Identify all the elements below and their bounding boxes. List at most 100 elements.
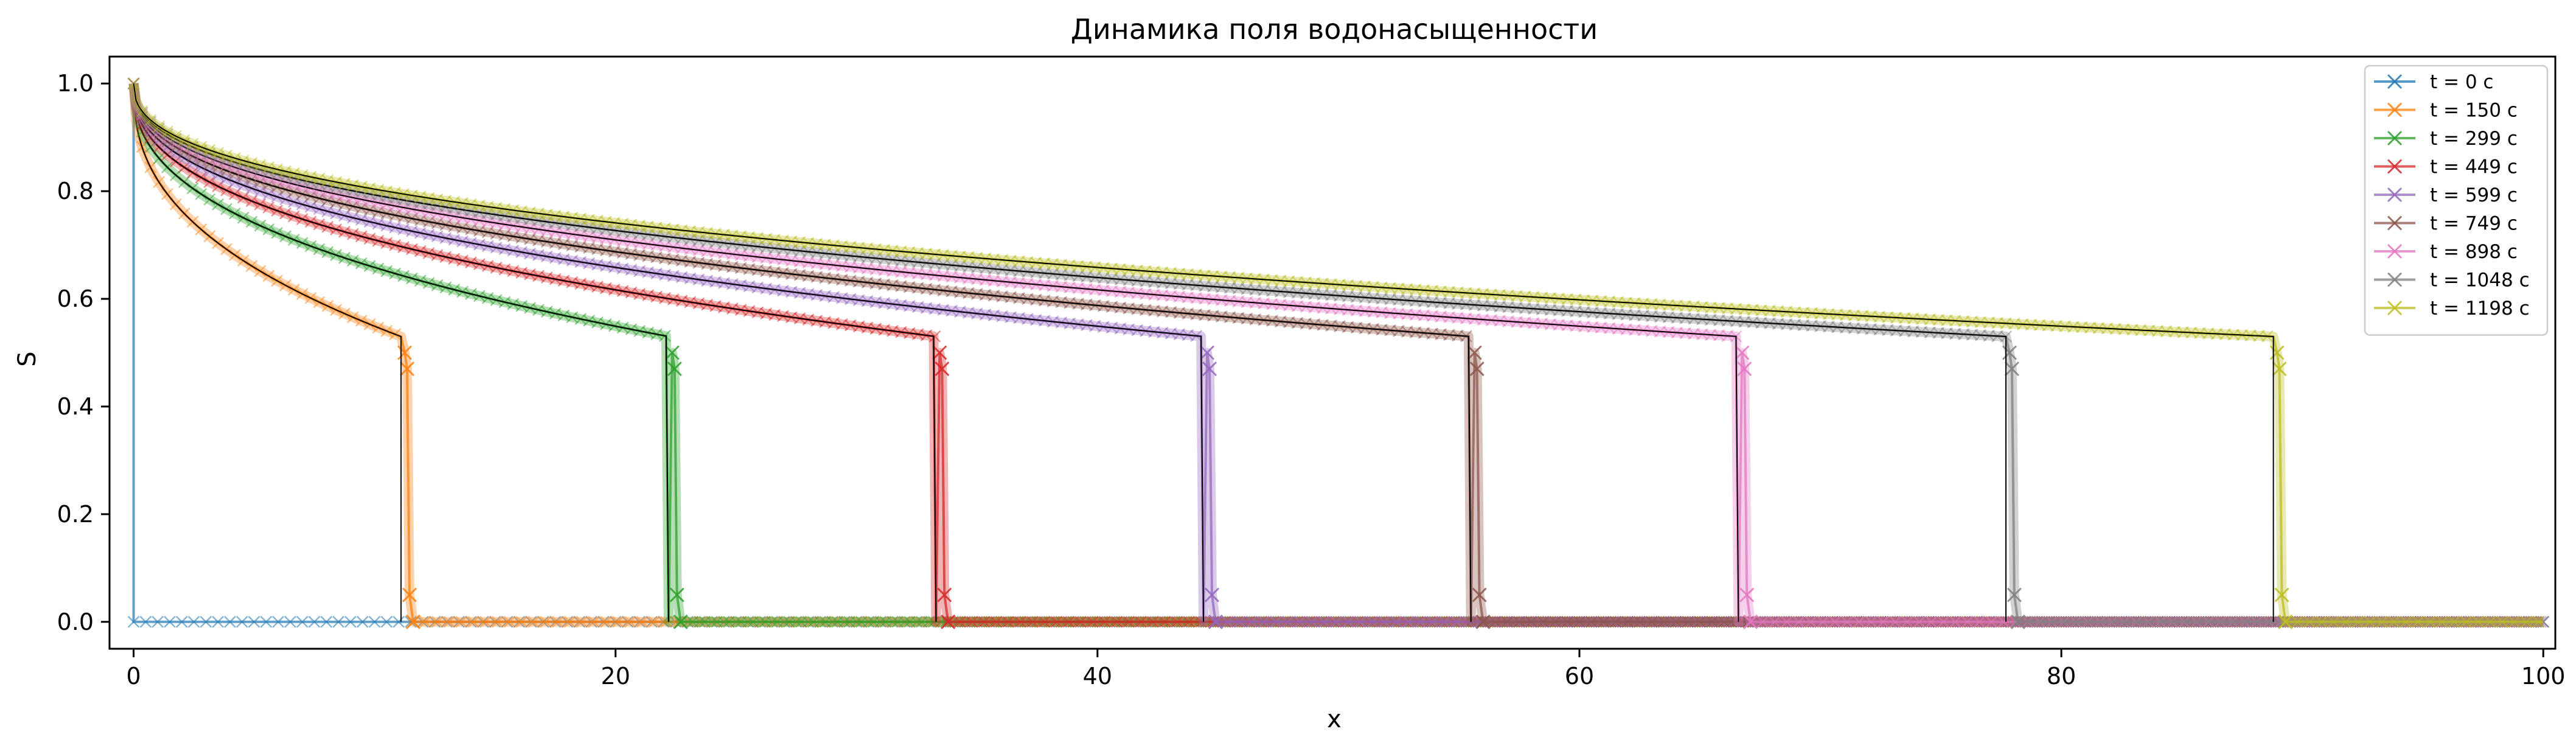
series-4-marker [928, 330, 941, 343]
series-1-marker [308, 615, 321, 628]
series-7-marker [1997, 615, 2010, 628]
legend-item[interactable]: t = 0 с [2374, 71, 2493, 93]
legend-box [2364, 65, 2549, 336]
series-1-marker [356, 615, 369, 628]
series-8-marker [2007, 587, 2022, 603]
series-6-marker [1467, 345, 1482, 360]
series-9-marker [2472, 615, 2485, 628]
series-9-marker [2274, 587, 2289, 603]
series-9-marker [2496, 615, 2508, 628]
legend-item[interactable]: t = 599 с [2374, 184, 2518, 206]
legend-label: t = 449 с [2430, 156, 2518, 178]
series-3-marker [867, 615, 880, 628]
series-9-marker [2435, 615, 2448, 628]
series-8-line [132, 83, 2544, 623]
legend-marker-swatch [2387, 102, 2403, 117]
series-4-exact-line [133, 83, 937, 622]
legend[interactable]: t = 0 с t = 150 с t = 299 с t = 449 с t = 59… [2364, 65, 2549, 336]
legend-label: t = 0 с [2430, 71, 2493, 93]
series-1-marker [139, 615, 152, 628]
series-9 [127, 77, 2545, 629]
series-2-marker [503, 615, 516, 628]
series-1-marker [127, 615, 140, 628]
series-3-marker [686, 615, 699, 628]
series-8-marker [2216, 615, 2229, 628]
series-2 [127, 77, 2544, 629]
series-1-marker [260, 615, 273, 628]
legend-marker-swatch [2387, 74, 2403, 89]
series-7-band [128, 83, 2544, 627]
legend-item[interactable]: t = 449 с [2374, 156, 2518, 178]
series-2-marker [397, 345, 413, 360]
series-2-band [128, 83, 2544, 627]
series-4-marker [1026, 615, 1039, 628]
series-2-marker [407, 615, 419, 628]
series-8-marker [2277, 615, 2289, 628]
series-2-marker [611, 615, 624, 628]
series-3-marker [664, 345, 680, 360]
series-3-marker [903, 615, 916, 628]
series-3-marker [795, 615, 807, 628]
series-7-marker [1768, 615, 1781, 628]
series-1-marker [405, 615, 417, 628]
series-4-marker [1050, 615, 1063, 628]
series-3-marker [667, 361, 682, 377]
y-tick-label: 0.8 [57, 178, 94, 204]
series-2-exact-line [133, 83, 402, 622]
series-1-line [132, 83, 2544, 623]
series-2-marker [563, 615, 576, 628]
series-5-line [132, 83, 2544, 623]
series-1-marker [212, 615, 225, 628]
series-2-marker [648, 615, 660, 628]
legend-item[interactable]: t = 898 с [2374, 241, 2518, 263]
series-4-marker [966, 615, 978, 628]
series-6-marker [1549, 615, 1562, 628]
series-1-marker [224, 615, 236, 628]
series-6 [127, 77, 2550, 629]
series-6-marker [1573, 615, 1586, 628]
series-3-marker [747, 615, 759, 628]
series-8-marker [2072, 615, 2084, 628]
series-8-marker [2181, 615, 2193, 628]
legend-item[interactable]: t = 1198 с [2374, 298, 2530, 320]
series-5-marker [1366, 615, 1379, 628]
series-9-marker [2351, 615, 2364, 628]
legend-item[interactable]: t = 749 с [2374, 213, 2518, 235]
legend-item[interactable]: t = 150 с [2374, 100, 2518, 122]
series-2-marker [400, 361, 415, 377]
series-1-marker [175, 615, 188, 628]
series-5-marker [1245, 615, 1258, 628]
series-7-marker [2009, 615, 2022, 628]
chart-title: Динамика поля водонасыщенности [1071, 13, 1598, 46]
series-3-marker [722, 615, 735, 628]
series-3-marker [674, 615, 687, 628]
series-6-marker [1669, 615, 1682, 628]
series-8-marker [2060, 615, 2072, 628]
series-7-marker [1817, 615, 1829, 628]
series-5-marker [1330, 615, 1342, 628]
legend-marker-swatch [2387, 272, 2403, 287]
series-1-marker [332, 615, 345, 628]
x-axis-label: x [1327, 705, 1342, 733]
series-5-marker [1438, 615, 1451, 628]
series-4-marker [1098, 615, 1111, 628]
series-6-line [132, 83, 2544, 623]
x-axis: 0 20 40 60 80 100 [127, 649, 2565, 690]
legend-item[interactable]: t = 1048 с [2374, 270, 2530, 292]
series-2-marker [479, 615, 492, 628]
legend-marker-swatch [2387, 130, 2403, 146]
series-4-marker [1110, 615, 1123, 628]
series-3-marker [915, 615, 928, 628]
series-3-marker [879, 615, 892, 628]
series-2-marker [455, 615, 468, 628]
legend-marker-swatch [2387, 159, 2403, 174]
series-3-marker [698, 615, 711, 628]
series-4-marker [1183, 615, 1196, 628]
series-5-marker [1221, 615, 1234, 628]
series-6-marker [1537, 615, 1550, 628]
legend-item[interactable]: t = 299 с [2374, 128, 2518, 150]
series-1-marker [320, 615, 333, 628]
series-9-marker [2400, 615, 2412, 628]
series-8-marker [2229, 615, 2241, 628]
series-4-marker [990, 615, 1003, 628]
